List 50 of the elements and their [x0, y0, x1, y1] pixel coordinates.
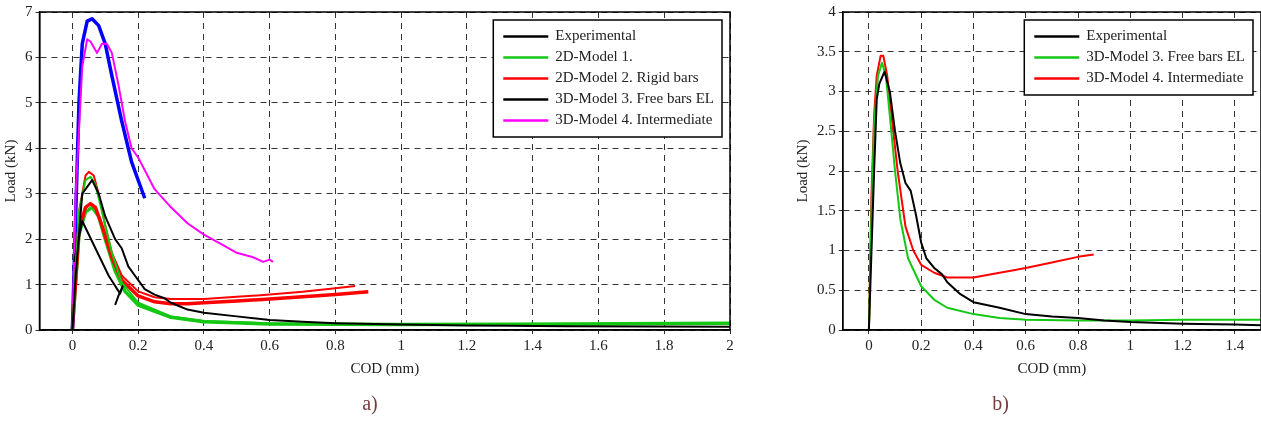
y-tick-label: 1: [828, 241, 836, 258]
x-tick-label: 1.4: [523, 336, 543, 353]
legend-label: 3D-Model 3. Free bars EL: [555, 90, 715, 107]
x-tick-label: 0.6: [260, 336, 280, 353]
y-tick-label: 6: [25, 48, 33, 65]
legend-label: 2D-Model 2. Rigid bars: [555, 69, 699, 86]
y-tick-label: 7: [25, 2, 33, 19]
y-tick-label: 0: [25, 320, 33, 337]
legend-label: 3D-Model 3. Free bars EL: [1086, 48, 1246, 65]
x-tick-label: 0.8: [1068, 336, 1088, 353]
legend-label: Experimental: [555, 27, 637, 44]
x-tick-label: 0.2: [128, 336, 148, 353]
y-tick-label: 3: [25, 184, 33, 201]
y-tick-label: 2: [828, 161, 836, 178]
x-tick-label: 1.4: [1225, 336, 1245, 353]
y-axis-title: Load (kN): [1, 139, 19, 203]
x-tick-label: 0.2: [911, 336, 931, 353]
y-tick-label: 3: [828, 82, 836, 99]
y-tick-label: 3.5: [817, 42, 836, 59]
x-tick-label: 1.6: [589, 336, 609, 353]
y-axis-title: Load (kN): [793, 139, 811, 203]
legend-label: Experimental: [1086, 27, 1168, 44]
x-axis-title: COD (mm): [1017, 359, 1087, 377]
legend-label: 3D-Model 4. Intermediate: [1086, 69, 1244, 86]
x-tick-label: 0: [865, 336, 873, 353]
x-tick-label: 0.4: [194, 336, 214, 353]
y-tick-label: 4: [25, 139, 33, 156]
y-tick-label: 2.5: [817, 122, 836, 139]
y-tick-label: 4: [828, 2, 837, 19]
text: a): [361, 392, 379, 415]
y-tick-label: 0: [828, 320, 836, 337]
y-tick-label: 1.5: [817, 201, 836, 218]
legend-label: 2D-Model 1.: [555, 48, 633, 65]
x-tick-label: 1: [397, 336, 405, 353]
x-axis-title: COD (mm): [350, 359, 420, 377]
x-tick-label: 1.2: [1173, 336, 1192, 353]
x-tick-label: 0: [68, 336, 77, 353]
y-tick-label: 2: [25, 230, 33, 247]
x-tick-label: 0.6: [1016, 336, 1036, 353]
y-tick-label: 5: [25, 93, 33, 110]
x-tick-label: 0.8: [326, 336, 345, 353]
legend-label: 3D-Model 4. Intermediate: [555, 111, 713, 128]
x-tick-label: 1.2: [457, 336, 477, 353]
y-tick-label: 0.5: [817, 281, 836, 298]
x-tick-label: 1: [1126, 336, 1135, 353]
x-tick-label: 2: [726, 336, 734, 353]
y-tick-label: 1: [25, 275, 33, 292]
text: b): [991, 392, 1010, 415]
x-tick-label: 0.4: [964, 336, 984, 353]
x-tick-label: 1.8: [654, 336, 674, 353]
